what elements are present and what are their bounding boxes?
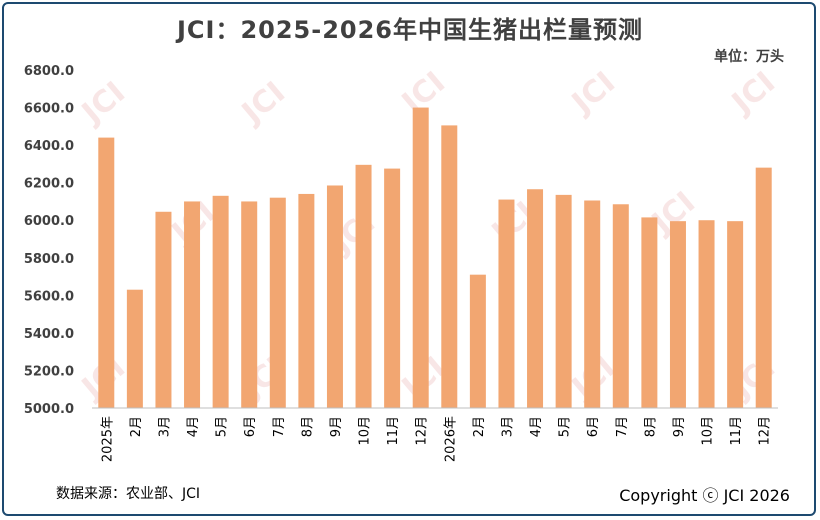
bar [698, 220, 715, 408]
y-tick-label: 5200.0 [24, 364, 74, 379]
x-tick-label: 5月 [558, 416, 573, 437]
bar [155, 211, 172, 408]
x-tick-label: 10月 [701, 416, 716, 446]
x-tick-label: 10月 [358, 416, 373, 446]
bar [584, 200, 601, 408]
y-tick-label: 6800.0 [24, 64, 74, 79]
x-tick-label: 12月 [758, 416, 773, 446]
bar [98, 137, 115, 408]
bar [469, 274, 486, 408]
watermark-text: JCI [564, 65, 622, 122]
x-tick-label: 2月 [472, 416, 487, 437]
x-axis: 2025年 2月 3月 4月 5月 6月 7月 8月 9月 10月 11月 12月 2026年 2月 3月 4… [92, 407, 778, 462]
x-tick-label: 3月 [500, 416, 515, 437]
y-tick-label: 5000.0 [24, 402, 74, 417]
bar [669, 221, 686, 408]
x-tick-label: 7月 [615, 416, 630, 437]
bar [384, 168, 401, 408]
bars [98, 107, 772, 409]
x-tick-label: 11月 [729, 416, 744, 446]
x-tick-label: 9月 [329, 416, 344, 437]
bar [184, 201, 201, 408]
x-tick-label: 12月 [415, 416, 430, 446]
watermark-text: JCI [234, 75, 292, 132]
bar [612, 204, 629, 408]
unit-label: 单位：万头 [714, 49, 784, 65]
x-tick-label: 11月 [386, 416, 401, 446]
x-tick-label: 2月 [129, 416, 144, 437]
y-tick-label: 6600.0 [24, 102, 74, 117]
y-tick-label: 5400.0 [24, 327, 74, 342]
bar [326, 185, 343, 408]
copyright-notice: Copyright ⓒ JCI 2026 [619, 486, 790, 505]
chart-title: JCI：2025-2026年中国生猪出栏量预测 [176, 16, 644, 44]
bar [555, 194, 572, 408]
x-tick-label: 6月 [586, 416, 601, 437]
bar [126, 289, 143, 408]
bar [527, 189, 544, 408]
y-tick-label: 6400.0 [24, 139, 74, 154]
bar [298, 193, 315, 408]
bar [755, 167, 772, 408]
bar [727, 221, 744, 408]
x-tick-label: 4月 [529, 416, 544, 437]
bar [498, 199, 515, 408]
bar [355, 164, 372, 408]
x-tick-label: 2025年 [100, 416, 115, 462]
x-tick-label: 8月 [300, 416, 315, 437]
x-tick-label: 7月 [272, 416, 287, 437]
bar [641, 217, 658, 408]
x-tick-label: 2026年 [443, 416, 458, 462]
bar [241, 201, 258, 408]
x-tick-label: 8月 [643, 416, 658, 437]
x-tick-label: 5月 [215, 416, 230, 437]
x-tick-label: 4月 [186, 416, 201, 437]
data-source: 数据来源：农业部、JCI [56, 486, 201, 502]
y-axis: 5000.0 5200.0 5400.0 5600.0 5800.0 6000.0 6200… [24, 64, 74, 417]
x-tick-label: 9月 [672, 416, 687, 437]
bar [212, 195, 229, 408]
bar [269, 197, 286, 408]
watermark-text: JCI [74, 75, 132, 132]
watermark-text: JCI [724, 65, 782, 122]
y-tick-label: 6200.0 [24, 177, 74, 192]
bar [441, 125, 458, 409]
x-tick-label: 6月 [243, 416, 258, 437]
y-tick-label: 6000.0 [24, 214, 74, 229]
y-tick-label: 5800.0 [24, 252, 74, 267]
bar [412, 107, 429, 409]
x-tick-label: 3月 [157, 416, 172, 437]
y-tick-label: 5600.0 [24, 289, 74, 304]
